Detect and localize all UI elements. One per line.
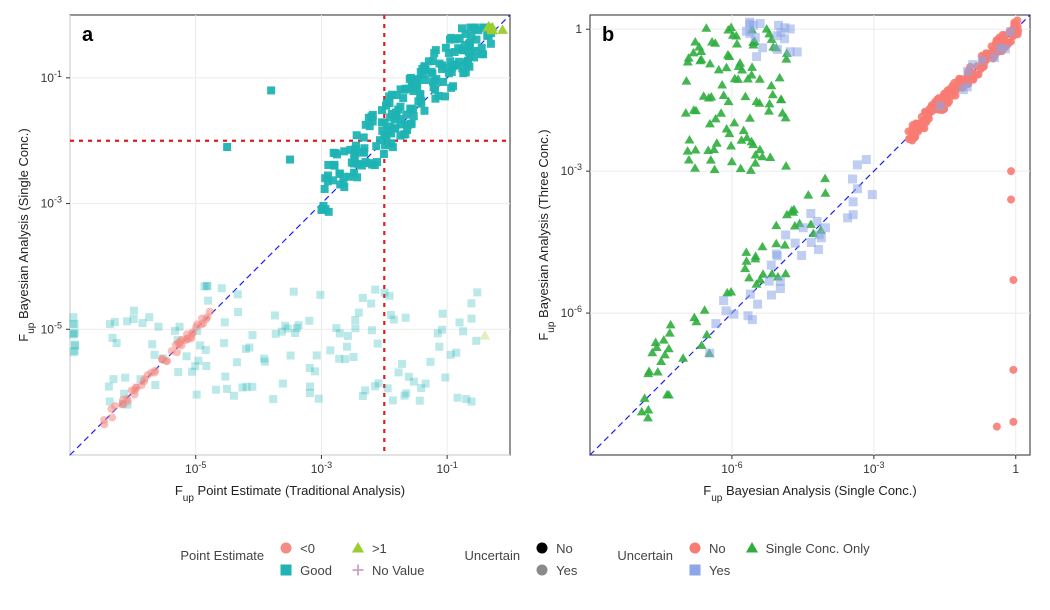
svg-text:10-3: 10-3	[863, 460, 884, 476]
legend-item-yes: Yes	[534, 562, 577, 578]
svg-text:1: 1	[575, 22, 582, 36]
legend-title-ub: Uncertain	[617, 540, 673, 563]
svg-text:10-1: 10-1	[41, 69, 62, 85]
svg-text:b: b	[602, 24, 614, 46]
legend-point-estimate: Point Estimate <0 Good >1 No Value	[180, 540, 424, 578]
svg-text:a: a	[82, 24, 94, 46]
legend-item-no: No	[687, 540, 726, 556]
svg-text:1: 1	[1012, 462, 1019, 476]
svg-text:10-6: 10-6	[721, 460, 742, 476]
legend-item-single: Single Conc. Only	[744, 540, 870, 556]
svg-text:Fup Bayesian Analysis (Single: Fup Bayesian Analysis (Single Conc.)	[16, 128, 37, 341]
svg-text:10-1: 10-1	[436, 460, 457, 476]
legend-title-pe: Point Estimate	[180, 540, 264, 563]
legend-items-ub: No Single Conc. Only Yes	[687, 540, 870, 578]
svg-text:Fup Bayesian Analysis (Single: Fup Bayesian Analysis (Single Conc.)	[703, 483, 916, 504]
svg-text:Fup Point Estimate (Traditiona: Fup Point Estimate (Traditional Analysis…	[175, 483, 405, 504]
legend-uncertain-a: Uncertain No Yes	[464, 540, 577, 578]
legend-item-novalue: No Value	[350, 562, 425, 578]
legend-item-yes: Yes	[687, 562, 730, 578]
legend-items-pe: <0 Good >1 No Value	[278, 540, 424, 578]
legend-items-ua: No Yes	[534, 540, 577, 578]
legend-title-ua: Uncertain	[464, 540, 520, 563]
svg-text:Fup Bayesian Analysis (Three C: Fup Bayesian Analysis (Three Conc.)	[536, 129, 557, 340]
legend-item-no: No	[534, 540, 577, 556]
charts-svg: a 10-5 10-5 10-3 10-3 10-1 10-1 Fup Point Estim…	[0, 0, 1050, 540]
legend-item-gt1: >1	[350, 540, 425, 556]
svg-text:10-3: 10-3	[311, 460, 332, 476]
legend-item-good: Good	[278, 562, 332, 578]
svg-text:10-6: 10-6	[561, 304, 582, 320]
legend-item-lt0: <0	[278, 540, 332, 556]
figure-container: a 10-5 10-5 10-3 10-3 10-1 10-1 Fup Point Estim…	[0, 0, 1050, 610]
svg-text:10-5: 10-5	[185, 460, 206, 476]
svg-text:10-5: 10-5	[41, 320, 62, 336]
legend-uncertain-b: Uncertain No Single Conc. Only Yes	[617, 540, 869, 578]
svg-text:10-3: 10-3	[561, 162, 582, 178]
svg-text:10-3: 10-3	[41, 195, 62, 211]
legend-row: Point Estimate <0 Good >1 No Value Uncertai…	[0, 540, 1050, 578]
